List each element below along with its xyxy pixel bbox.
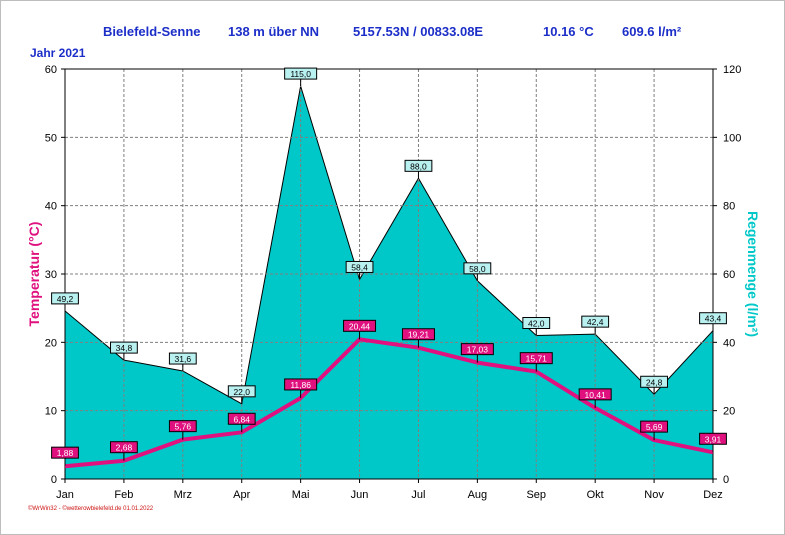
- rain-data-label: 49,2: [57, 294, 74, 304]
- rain-data-label: 42,0: [528, 319, 545, 329]
- temp-label-box: [699, 432, 727, 445]
- temp-label-box: [578, 388, 612, 401]
- rain-label-box: [699, 312, 727, 325]
- temp-label-box: [640, 420, 668, 433]
- x-axis-tick-label: Aug: [468, 489, 488, 501]
- rain-label-box: [640, 375, 668, 388]
- right-axis-tick-label: 60: [723, 269, 735, 281]
- temp-data-label: 2,68: [116, 443, 133, 453]
- x-axis-tick-label: Jun: [351, 489, 369, 501]
- rain-label-box: [227, 385, 256, 398]
- rain-label-box: [404, 159, 433, 172]
- rain-data-label: 58,0: [469, 264, 486, 274]
- x-axis-tick-label: Sep: [526, 489, 546, 501]
- temp-data-label: 1,88: [57, 448, 74, 458]
- left-axis-tick-label: 50: [45, 132, 57, 144]
- rain-label-box: [168, 352, 197, 365]
- station-name: Bielefeld-Senne: [103, 24, 201, 39]
- station-coordinates: 5157.53N / 00833.08E: [353, 24, 484, 39]
- temp-data-label: 17,03: [467, 345, 489, 355]
- temp-data-label: 10,41: [585, 390, 607, 400]
- right-axis-tick-label: 20: [723, 406, 735, 418]
- rain-data-label: 31,6: [175, 354, 192, 364]
- x-axis-tick-label: Mai: [292, 489, 310, 501]
- temp-data-label: 5,69: [646, 422, 663, 432]
- left-axis-tick-label: 20: [45, 337, 57, 349]
- average-temperature: 10.16 °C: [543, 24, 594, 39]
- rain-data-label: 24,8: [646, 377, 663, 387]
- temp-data-label: 19,21: [408, 330, 430, 340]
- x-axis-tick-label: Dez: [703, 489, 723, 501]
- temperature-line: [64, 337, 714, 469]
- rain-data-label: 43,4: [705, 314, 722, 324]
- x-axis-tick-label: Okt: [587, 489, 604, 501]
- rain-data-label: 34,8: [116, 343, 133, 353]
- left-axis-tick-label: 40: [45, 201, 57, 213]
- right-axis-tick-label: 0: [723, 474, 729, 486]
- temp-label-box: [460, 343, 494, 356]
- x-axis-tick-label: Apr: [233, 489, 250, 501]
- left-axis-title: Temperatur (°C): [26, 222, 42, 327]
- right-axis-tick-label: 120: [723, 64, 741, 76]
- temp-label-box: [519, 352, 553, 365]
- rain-label-box: [581, 315, 610, 328]
- rain-label-box: [463, 262, 492, 275]
- rain-data-label: 115,0: [290, 69, 311, 79]
- temp-data-label: 11,86: [290, 380, 311, 390]
- temp-data-label: 20,44: [349, 321, 371, 331]
- rain-label-box: [522, 317, 551, 329]
- temp-label-box: [401, 328, 435, 341]
- x-axis-tick-label: Jan: [56, 489, 74, 501]
- left-axis-tick-label: 0: [51, 474, 57, 486]
- x-axis-tick-label: Jul: [411, 489, 425, 501]
- rain-data-label: 88,0: [410, 161, 427, 171]
- right-axis-tick-label: 40: [723, 337, 735, 349]
- temp-label-box: [110, 441, 138, 454]
- right-axis-tick-label: 80: [723, 201, 735, 213]
- year-label: Jahr 2021: [30, 46, 86, 60]
- x-axis-tick-label: Nov: [644, 489, 664, 501]
- x-axis-tick-label: Feb: [114, 489, 133, 501]
- rain-data-label: 22,0: [233, 387, 250, 397]
- right-axis-title: Regenmenge (l/m²): [745, 211, 761, 337]
- temp-data-label: 15,71: [526, 354, 548, 364]
- precipitation-total: 609.6 l/m²: [622, 24, 682, 39]
- temp-data-label: 3,91: [705, 434, 722, 444]
- temp-data-label: 5,76: [175, 422, 192, 432]
- left-axis-tick-label: 30: [45, 269, 57, 281]
- temp-label-box: [51, 446, 79, 459]
- x-axis-tick-label: Mrz: [174, 489, 192, 501]
- rain-label-box: [51, 292, 79, 305]
- rain-label-box: [345, 260, 374, 273]
- rain-label-box: [284, 67, 318, 80]
- rain-data-label: 58,4: [351, 262, 368, 272]
- temp-label-box: [284, 378, 318, 391]
- temp-label-box: [168, 420, 197, 433]
- temp-label-box: [343, 319, 377, 332]
- left-axis-tick-label: 60: [45, 64, 57, 76]
- temp-data-label: 6,84: [233, 414, 250, 424]
- rain-label-box: [110, 341, 138, 354]
- station-altitude: 138 m über NN: [228, 24, 320, 39]
- footer-credit: ©WrWin32 - ©wetterowbielefeld.de 01.01.2…: [28, 506, 154, 512]
- temp-label-box: [227, 412, 256, 425]
- left-axis-tick-label: 10: [45, 406, 57, 418]
- rain-data-label: 42,4: [587, 317, 604, 327]
- right-axis-tick-label: 100: [723, 132, 741, 144]
